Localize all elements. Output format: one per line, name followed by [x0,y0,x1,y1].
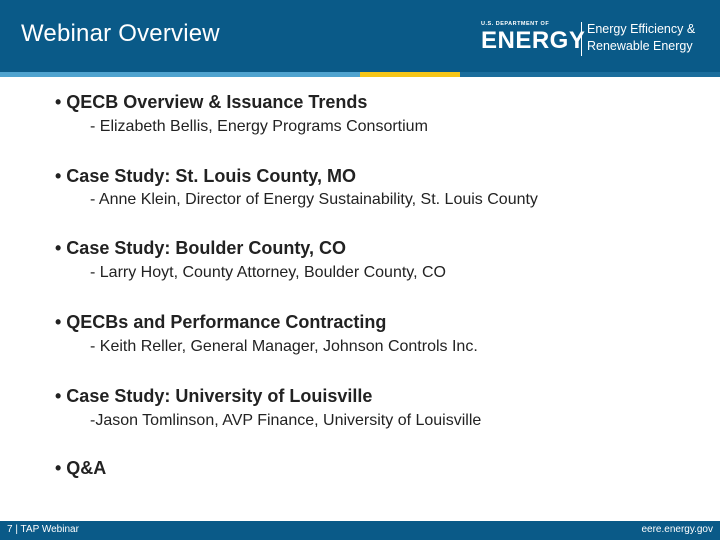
logo-divider [581,22,582,56]
logo-department-text: U.S. DEPARTMENT OF [481,21,550,27]
accent-bar-yellow [360,72,460,77]
agenda-item-speaker: - Larry Hoyt, County Attorney, Boulder C… [90,264,446,281]
accent-bar-light-blue [0,72,360,77]
agenda-item-speaker: - Anne Klein, Director of Energy Sustain… [90,191,538,208]
agenda-item-title: • Q&A [55,458,107,478]
logo-energy-text: ENERGY [481,27,586,54]
logo-eere-line1: Energy Efficiency & [587,22,696,36]
header-bar: Webinar Overview U.S. DEPARTMENT OF ENER… [0,0,720,72]
agenda-item-title: • QECBs and Performance Contracting [55,312,387,332]
agenda-item-title: • Case Study: Boulder County, CO [55,238,346,258]
doe-eere-logo: U.S. DEPARTMENT OF ENERGY Energy Efficie… [481,21,701,57]
agenda-item-speaker: - Keith Reller, General Manager, Johnson… [90,338,478,355]
agenda-item-speaker: -Jason Tomlinson, AVP Finance, Universit… [90,412,482,429]
footer-page-label: 7 | TAP Webinar [7,524,79,535]
footer-website: eere.energy.gov [641,524,713,535]
agenda-item-speaker: - Elizabeth Bellis, Energy Programs Cons… [90,118,428,135]
agenda-item-title: • QECB Overview & Issuance Trends [55,92,368,112]
footer-bar: 7 | TAP Webinar eere.energy.gov [0,521,720,540]
slide-title: Webinar Overview [21,20,220,47]
logo-eere-line2: Renewable Energy [587,39,693,53]
accent-bar-blue [460,72,720,77]
agenda-item-title: • Case Study: University of Louisville [55,386,373,406]
agenda-item-title: • Case Study: St. Louis County, MO [55,166,356,186]
